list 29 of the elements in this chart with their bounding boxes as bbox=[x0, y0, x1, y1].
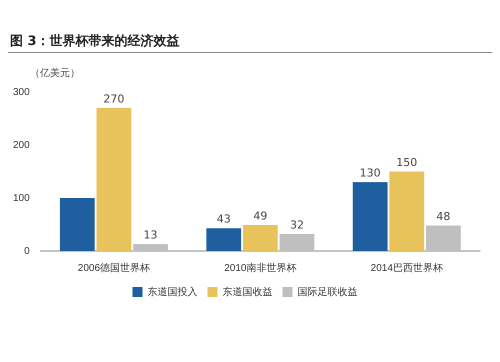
x-tick-label: 2010南非世界杯 bbox=[224, 262, 296, 274]
bar bbox=[352, 182, 388, 251]
bar bbox=[242, 225, 278, 251]
bar bbox=[426, 226, 461, 251]
legend-label: 东道国收益 bbox=[222, 286, 272, 298]
bar bbox=[133, 244, 168, 251]
y-axis-title: （亿美元） bbox=[30, 66, 80, 80]
x-tick-label: 2006德国世界杯 bbox=[78, 262, 150, 274]
y-tick-label: 0 bbox=[24, 246, 30, 257]
legend-label: 东道国投入 bbox=[148, 286, 198, 298]
data-label: 13 bbox=[144, 228, 158, 242]
y-tick-label: 100 bbox=[12, 192, 30, 204]
chart-title: 图 3：世界杯带来的经济效益 bbox=[10, 32, 180, 50]
y-tick-label: 200 bbox=[12, 140, 30, 151]
data-label: 32 bbox=[290, 218, 304, 232]
bar bbox=[60, 198, 95, 251]
data-label: 43 bbox=[216, 212, 231, 226]
bar bbox=[206, 228, 242, 251]
y-tick-label: 300 bbox=[12, 86, 30, 98]
bar bbox=[280, 234, 314, 251]
data-label: 270 bbox=[103, 92, 124, 106]
legend-label: 国际足联收益 bbox=[298, 286, 358, 298]
bar bbox=[389, 172, 424, 251]
data-label: 130 bbox=[360, 166, 381, 180]
data-label: 48 bbox=[436, 210, 450, 223]
x-tick-label: 2014巴西世界杯 bbox=[370, 262, 443, 274]
data-label: 150 bbox=[396, 156, 418, 169]
data-label: 49 bbox=[253, 209, 268, 222]
bar bbox=[96, 108, 132, 251]
